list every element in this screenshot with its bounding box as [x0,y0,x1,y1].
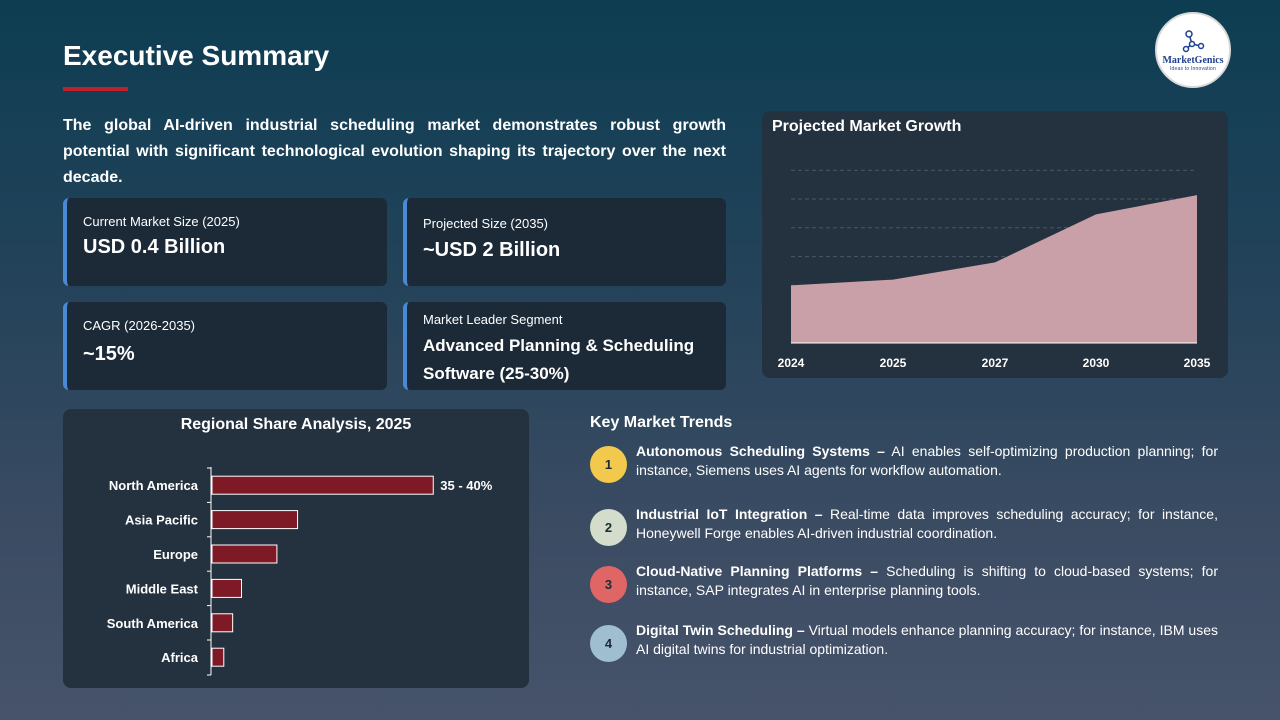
category-label: North America [109,478,199,493]
trend-body: AI enables self-optimizing production pl… [636,443,1218,478]
regional-chart-panel: Regional Share Analysis, 2025 [63,409,529,688]
company-logo: MarketGenics Ideas to Innovation [1155,12,1231,88]
kpi-label: Current Market Size (2025) [83,214,240,229]
bar [211,475,434,495]
trend-body: Real-time data improves scheduling accur… [636,506,1218,541]
category-label: Middle East [126,581,199,596]
growth-area-chart: 2024 2025 2027 2030 2035 [778,169,1211,370]
x-tick-label: 2030 [1083,356,1110,370]
molecule-icon [1182,29,1205,52]
kpi-card-current-size: Current Market Size (2025) USD 0.4 Billi… [63,198,387,286]
logo-tagline: Ideas to Innovation [1169,65,1217,72]
regional-chart-title: Regional Share Analysis, 2025 [180,416,412,433]
kpi-value: USD 0.4 Billion [83,236,226,258]
trend-text: Industrial IoT Integration – Real-time d… [636,505,1218,543]
kpi-label: Market Leader Segment [423,312,563,327]
trend-heading: Autonomous Scheduling Systems – [636,443,885,459]
kpi-card-projected-size: Projected Size (2035) ~USD 2 Billion [403,198,726,286]
bar-data-label: 35 - 40% [440,478,492,493]
trend-heading: Digital Twin Scheduling – [636,622,805,638]
trend-body: Scheduling is shifting to cloud-based sy… [636,563,1218,598]
growth-area [791,195,1197,343]
trend-item: 3 Cloud-Native Planning Platforms – Sched… [590,562,1218,606]
trends-title: Key Market Trends [590,414,733,431]
bar [211,647,225,667]
trend-number-badge: 1 [590,446,627,483]
logo-name: MarketGenics [1162,54,1224,66]
kpi-card-cagr: CAGR (2026-2035) ~15% [63,302,387,390]
trend-item: 4 Digital Twin Scheduling – Virtual model… [590,621,1218,665]
trend-body: Virtual models enhance planning accuracy… [636,622,1218,657]
trend-item: 1 Autonomous Scheduling Systems – AI enab… [590,442,1218,486]
trend-heading: Cloud-Native Planning Platforms – [636,563,879,579]
bar [211,578,242,598]
x-tick-label: 2024 [778,356,805,370]
page-title: Executive Summary [63,40,330,71]
bar [211,544,278,564]
kpi-label: Projected Size (2035) [423,216,549,231]
regional-bar-chart: North America 35 - 40% Asia Pacific Europe M… [107,467,493,676]
trend-number-badge: 2 [590,509,627,546]
x-tick-label: 2027 [982,356,1009,370]
bar [211,510,299,530]
kpi-label: CAGR (2026-2035) [83,318,195,333]
kpi-value: Advanced Planning & Scheduling Software … [423,336,695,383]
x-tick-label: 2025 [880,356,907,370]
title-underline [63,87,128,91]
bar [211,613,234,633]
trend-number-badge: 4 [590,625,627,662]
category-label: Europe [153,547,198,562]
trend-heading: Industrial IoT Integration – [636,506,823,522]
trend-item: 2 Industrial IoT Integration – Real-time … [590,505,1218,549]
category-label: Asia Pacific [125,513,198,528]
trend-text: Autonomous Scheduling Systems – AI enabl… [636,442,1218,480]
growth-chart-title: Projected Market Growth [772,118,962,135]
intro-paragraph: The global AI-driven industrial scheduli… [63,117,726,186]
kpi-value: ~USD 2 Billion [423,239,561,261]
kpi-value: ~15% [83,343,135,365]
x-tick-label: 2035 [1184,356,1211,370]
category-label: South America [107,616,199,631]
kpi-card-leader-segment: Market Leader Segment Advanced Planning … [403,302,726,390]
trend-text: Cloud-Native Planning Platforms – Schedu… [636,562,1218,600]
category-label: Africa [161,650,199,665]
trend-text: Digital Twin Scheduling – Virtual models… [636,621,1218,659]
trend-number-badge: 3 [590,566,627,603]
